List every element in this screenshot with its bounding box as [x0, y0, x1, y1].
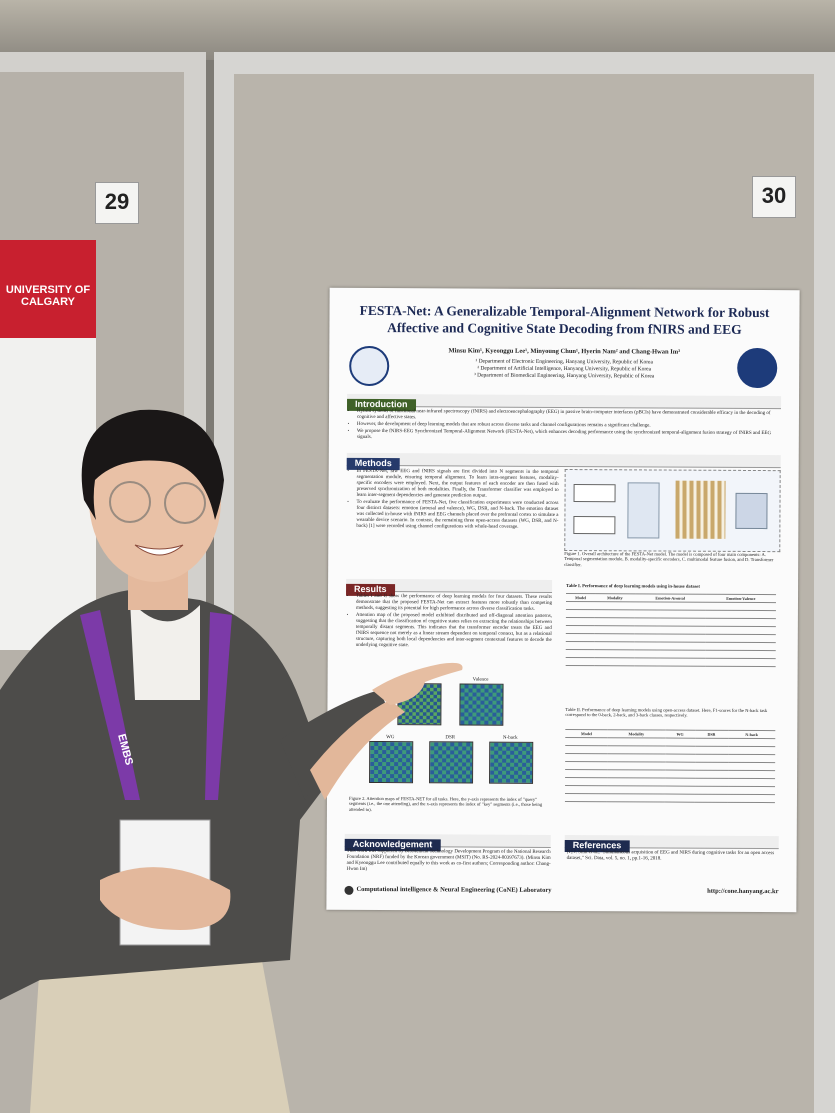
- board-number: 29: [95, 182, 139, 224]
- smile: [134, 544, 184, 556]
- ceiling: [0, 0, 835, 60]
- arm: [310, 700, 405, 800]
- lanyard: [80, 610, 140, 800]
- left-poster: UNIVERSITY OF CALGARY: [0, 240, 96, 650]
- glasses: [109, 481, 151, 523]
- left-hand: [100, 867, 231, 930]
- glasses: [164, 482, 206, 524]
- shirt: [0, 590, 330, 1000]
- pants: [30, 950, 290, 1113]
- lanyard: [205, 612, 232, 800]
- hand: [372, 662, 463, 705]
- university-logo: UNIVERSITY OF CALGARY: [0, 240, 96, 338]
- t-shirt: [130, 600, 200, 700]
- board-number: 30: [752, 176, 796, 218]
- hair: [81, 409, 225, 520]
